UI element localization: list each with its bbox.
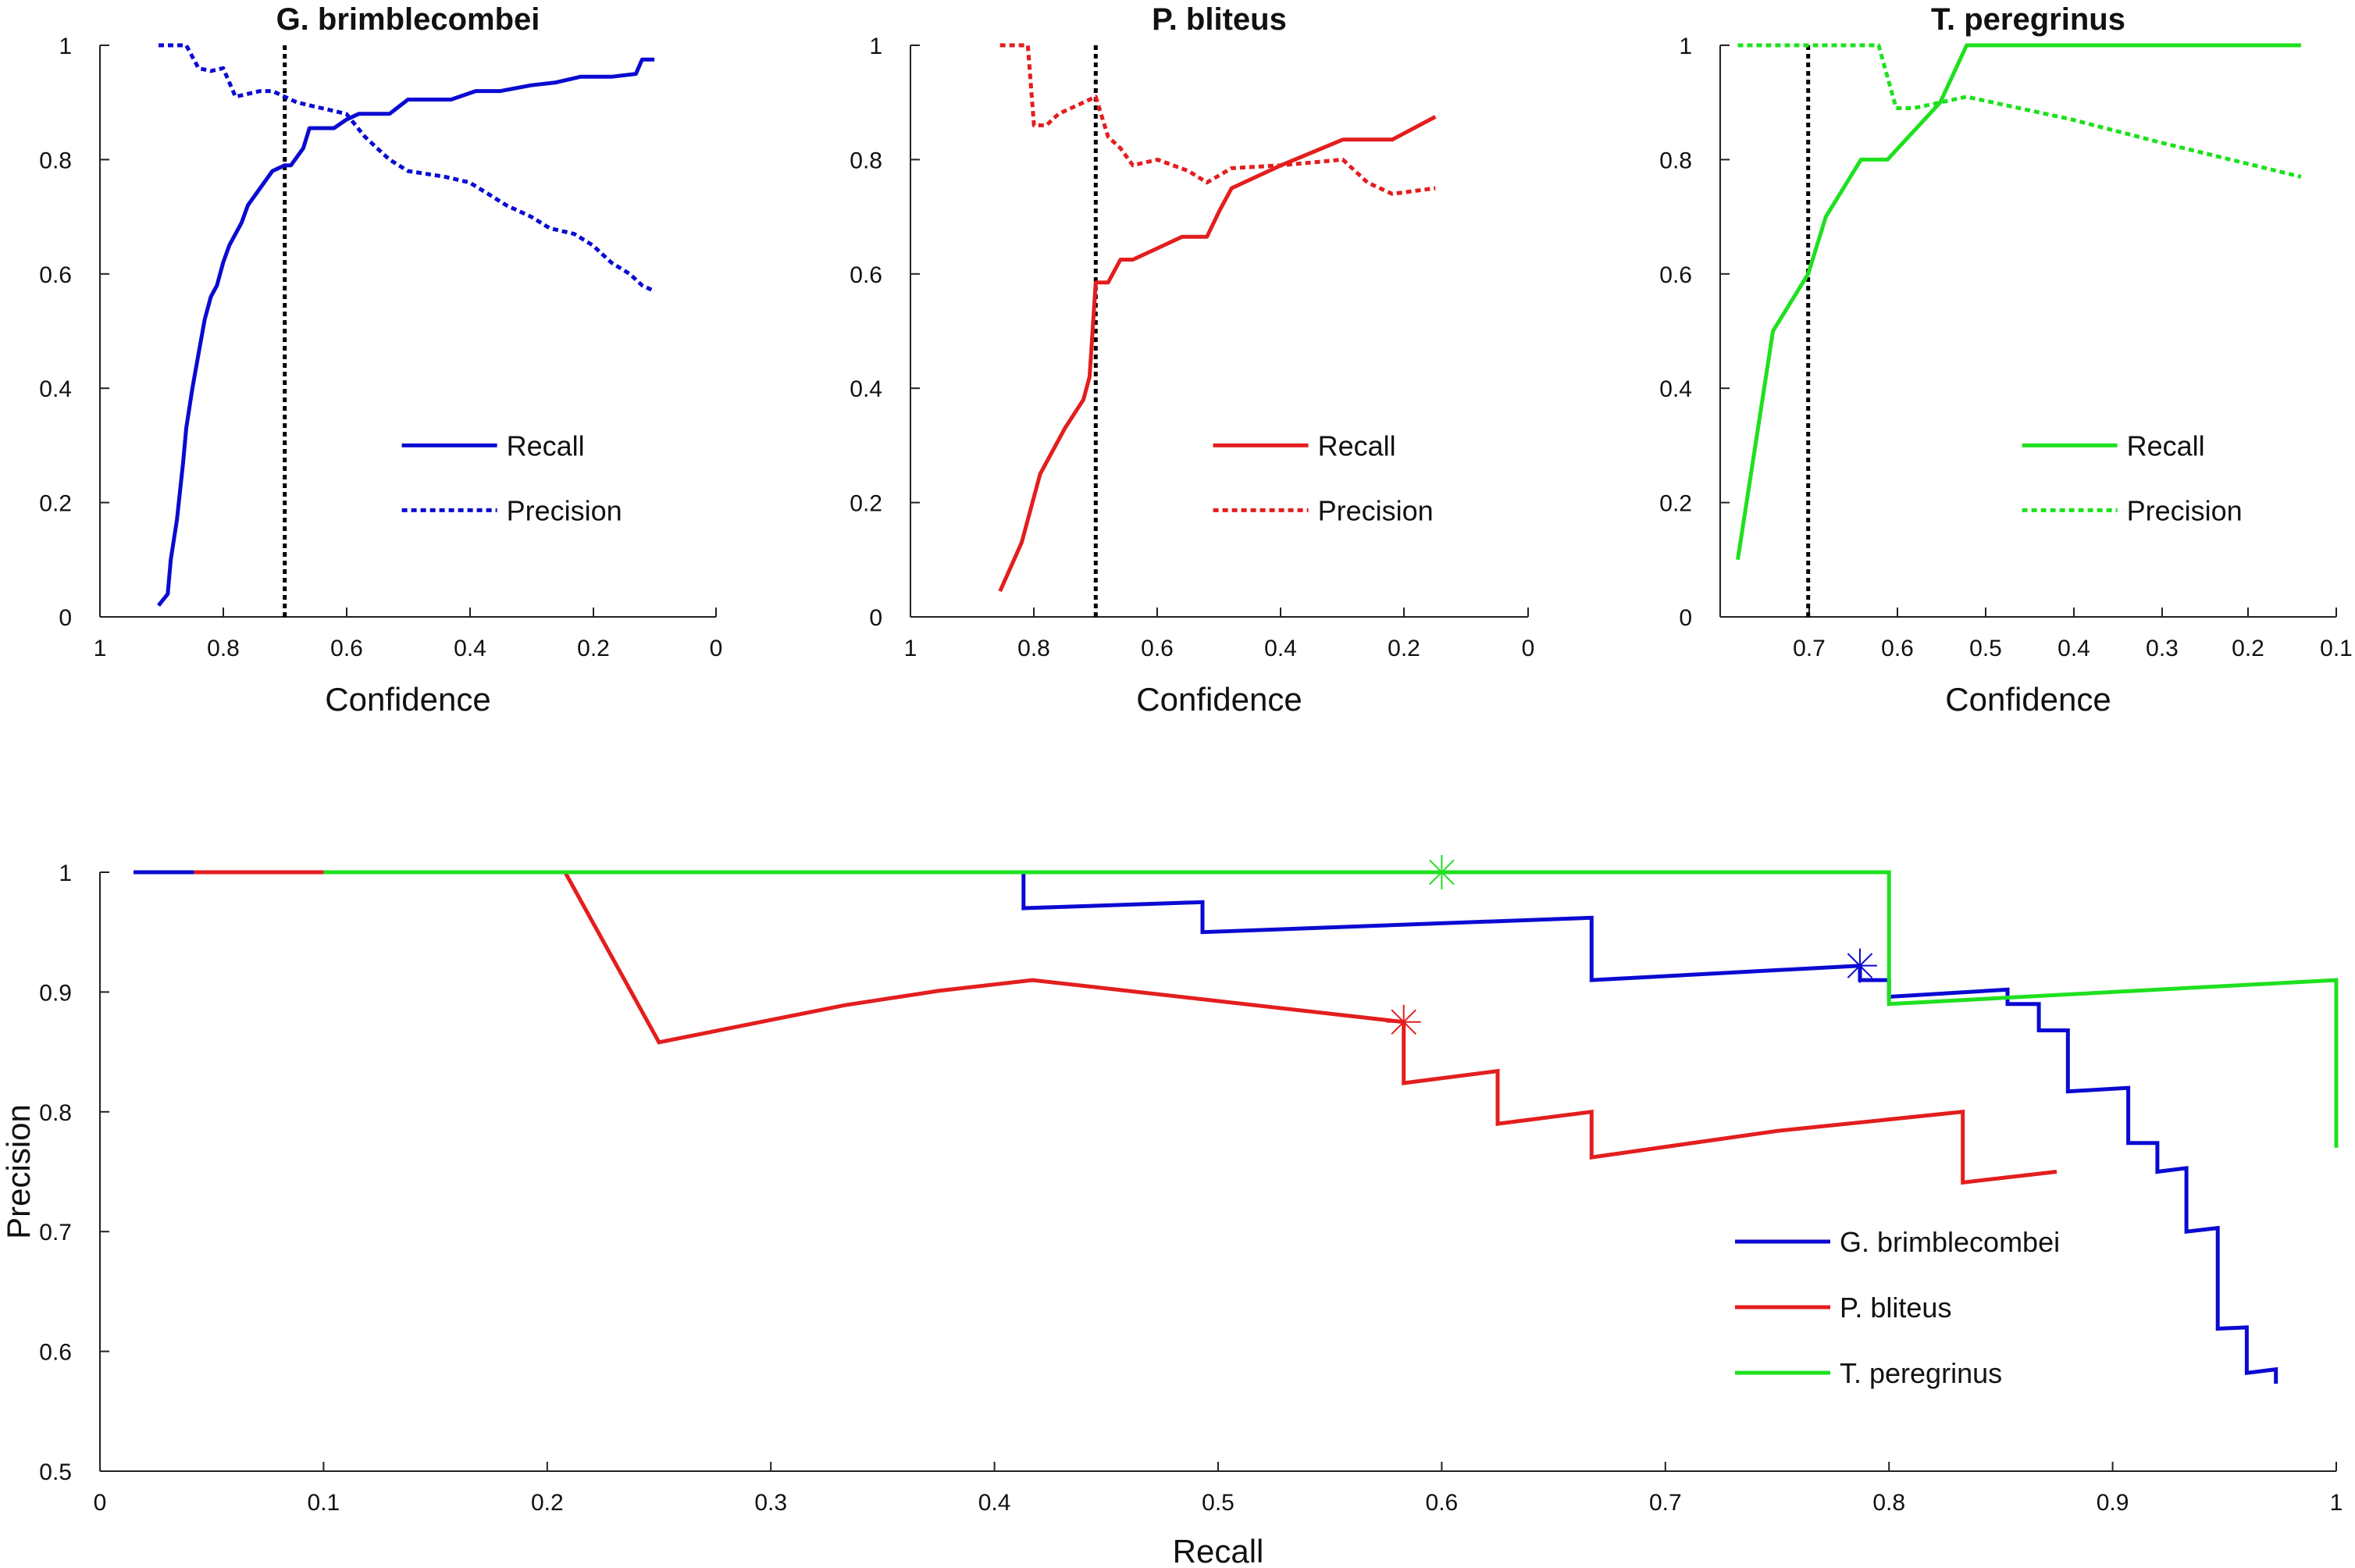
y-tick-label: 1 [869, 34, 882, 59]
operating-point-marker [1386, 1004, 1421, 1039]
chart-title: T. peregrinus [1931, 2, 2125, 37]
y-tick-label: 0.6 [850, 262, 882, 288]
x-tick-label: 0.4 [454, 636, 486, 661]
chart-title: G. brimblecombei [276, 2, 540, 37]
x-axis-label: Confidence [325, 681, 490, 718]
marker-stroke [1847, 953, 1873, 978]
x-tick-label: 0.5 [1202, 1490, 1235, 1516]
x-tick-label: 0.1 [308, 1490, 340, 1516]
x-tick-label: 0.8 [1872, 1490, 1905, 1516]
y-tick-label: 0.4 [1659, 376, 1692, 402]
marker-stroke [1429, 859, 1455, 886]
x-tick-label: 0.2 [531, 1490, 564, 1516]
legend-label: Recall [1318, 429, 1396, 461]
x-tick-label: 1 [2330, 1490, 2343, 1516]
y-tick-label: 0 [869, 605, 882, 631]
legend-label: T. peregrinus [1840, 1357, 2002, 1389]
chart-panel-1: 0 0.2 0.4 0.6 0.8 1 1 0.8 0.6 0.4 0.2 0 Confidence G.… [39, 2, 722, 718]
x-axis-label: Recall [1173, 1533, 1264, 1568]
x-tick-label: 0.6 [1881, 636, 1914, 661]
x-tick-label: 1 [94, 636, 107, 661]
legend-label: Precision [2127, 494, 2243, 526]
precision-series-line [999, 43, 1436, 196]
legend-label: Precision [507, 494, 622, 526]
x-tick-label: 0.8 [207, 636, 240, 661]
y-tick-label: 0 [59, 605, 72, 631]
x-tick-label: 0.7 [1649, 1490, 1682, 1516]
y-tick-label: 0.2 [39, 491, 72, 517]
y-tick-label: 0.6 [39, 1340, 72, 1366]
y-tick-label: 0.2 [1659, 491, 1692, 517]
legend-label: P. bliteus [1840, 1292, 1951, 1324]
x-tick-label: 0.2 [2232, 636, 2264, 661]
y-tick-label: 0.8 [39, 1100, 72, 1126]
x-tick-label: 0.4 [978, 1490, 1011, 1516]
x-tick-label: 0.2 [1388, 636, 1420, 661]
x-tick-label: 0.4 [1264, 636, 1297, 661]
x-tick-label: 1 [904, 636, 917, 661]
x-tick-label: 0.8 [1017, 636, 1050, 661]
y-tick-label: 1 [1679, 34, 1692, 59]
x-tick-label: 0 [94, 1490, 107, 1516]
y-tick-label: 0.8 [850, 148, 882, 173]
pr-curve-line [194, 870, 2058, 1185]
recall-series-line [1736, 43, 2301, 561]
operating-point-marker [1842, 948, 1877, 983]
y-tick-label: 0.5 [39, 1459, 72, 1485]
x-tick-label: 0.3 [754, 1490, 787, 1516]
marker-stroke [1391, 1009, 1416, 1035]
x-tick-label: 0.9 [2097, 1490, 2129, 1516]
legend-label: Recall [507, 429, 585, 461]
y-tick-label: 0.6 [1659, 262, 1692, 288]
chart-title: P. bliteus [1152, 2, 1287, 37]
legend-label: Precision [1318, 494, 1434, 526]
x-tick-label: 0.3 [2146, 636, 2179, 661]
y-tick-label: 0.6 [39, 262, 72, 288]
chart-panel-2: 0 0.2 0.4 0.6 0.8 1 1 0.8 0.6 0.4 0.2 0 Confidence P.… [850, 2, 1534, 718]
recall-series-line [157, 57, 655, 607]
x-tick-label: 0.4 [2058, 636, 2090, 661]
y-tick-label: 0.7 [39, 1220, 72, 1245]
legend-label: G. brimblecombei [1840, 1226, 2060, 1258]
pr-curve-line [134, 870, 2278, 1384]
y-tick-label: 0.2 [850, 491, 882, 517]
precision-series-line [1737, 43, 2302, 179]
y-tick-label: 0.4 [850, 376, 882, 402]
x-axis-label: Confidence [1136, 681, 1302, 718]
x-tick-label: 0 [1522, 636, 1535, 661]
y-axis-label: Precision [0, 1104, 37, 1239]
y-tick-label: 0.8 [39, 148, 72, 173]
x-tick-label: 0 [710, 636, 723, 661]
x-tick-label: 0.2 [577, 636, 610, 661]
y-tick-label: 1 [59, 34, 72, 59]
operating-point-marker [1424, 855, 1459, 889]
precision-series-line [159, 43, 656, 294]
x-tick-label: 0.6 [330, 636, 363, 661]
x-tick-label: 0.5 [1969, 636, 2002, 661]
y-tick-label: 0.8 [1659, 148, 1692, 173]
chart-panel-3: 0 0.2 0.4 0.6 0.8 1 0.7 0.6 0.5 0.4 0.3 0.2 0.1 Confi… [1659, 2, 2353, 718]
y-tick-label: 0.4 [39, 376, 72, 402]
x-tick-label: 0.1 [2320, 636, 2353, 661]
x-axis-label: Confidence [1945, 681, 2111, 718]
pr-curve-line [323, 870, 2339, 1148]
y-tick-label: 1 [59, 861, 72, 886]
x-tick-label: 0.6 [1426, 1490, 1459, 1516]
chart-panel-4: 0.5 0.6 0.7 0.8 0.9 1 0 0.1 0.2 0.3 0.4 0.5 0.6 0.7 0.… [0, 855, 2343, 1568]
y-tick-label: 0 [1679, 605, 1692, 631]
x-tick-label: 0.7 [1793, 636, 1826, 661]
x-tick-label: 0.6 [1141, 636, 1174, 661]
y-tick-label: 0.9 [39, 980, 72, 1006]
legend-label: Recall [2127, 429, 2205, 461]
